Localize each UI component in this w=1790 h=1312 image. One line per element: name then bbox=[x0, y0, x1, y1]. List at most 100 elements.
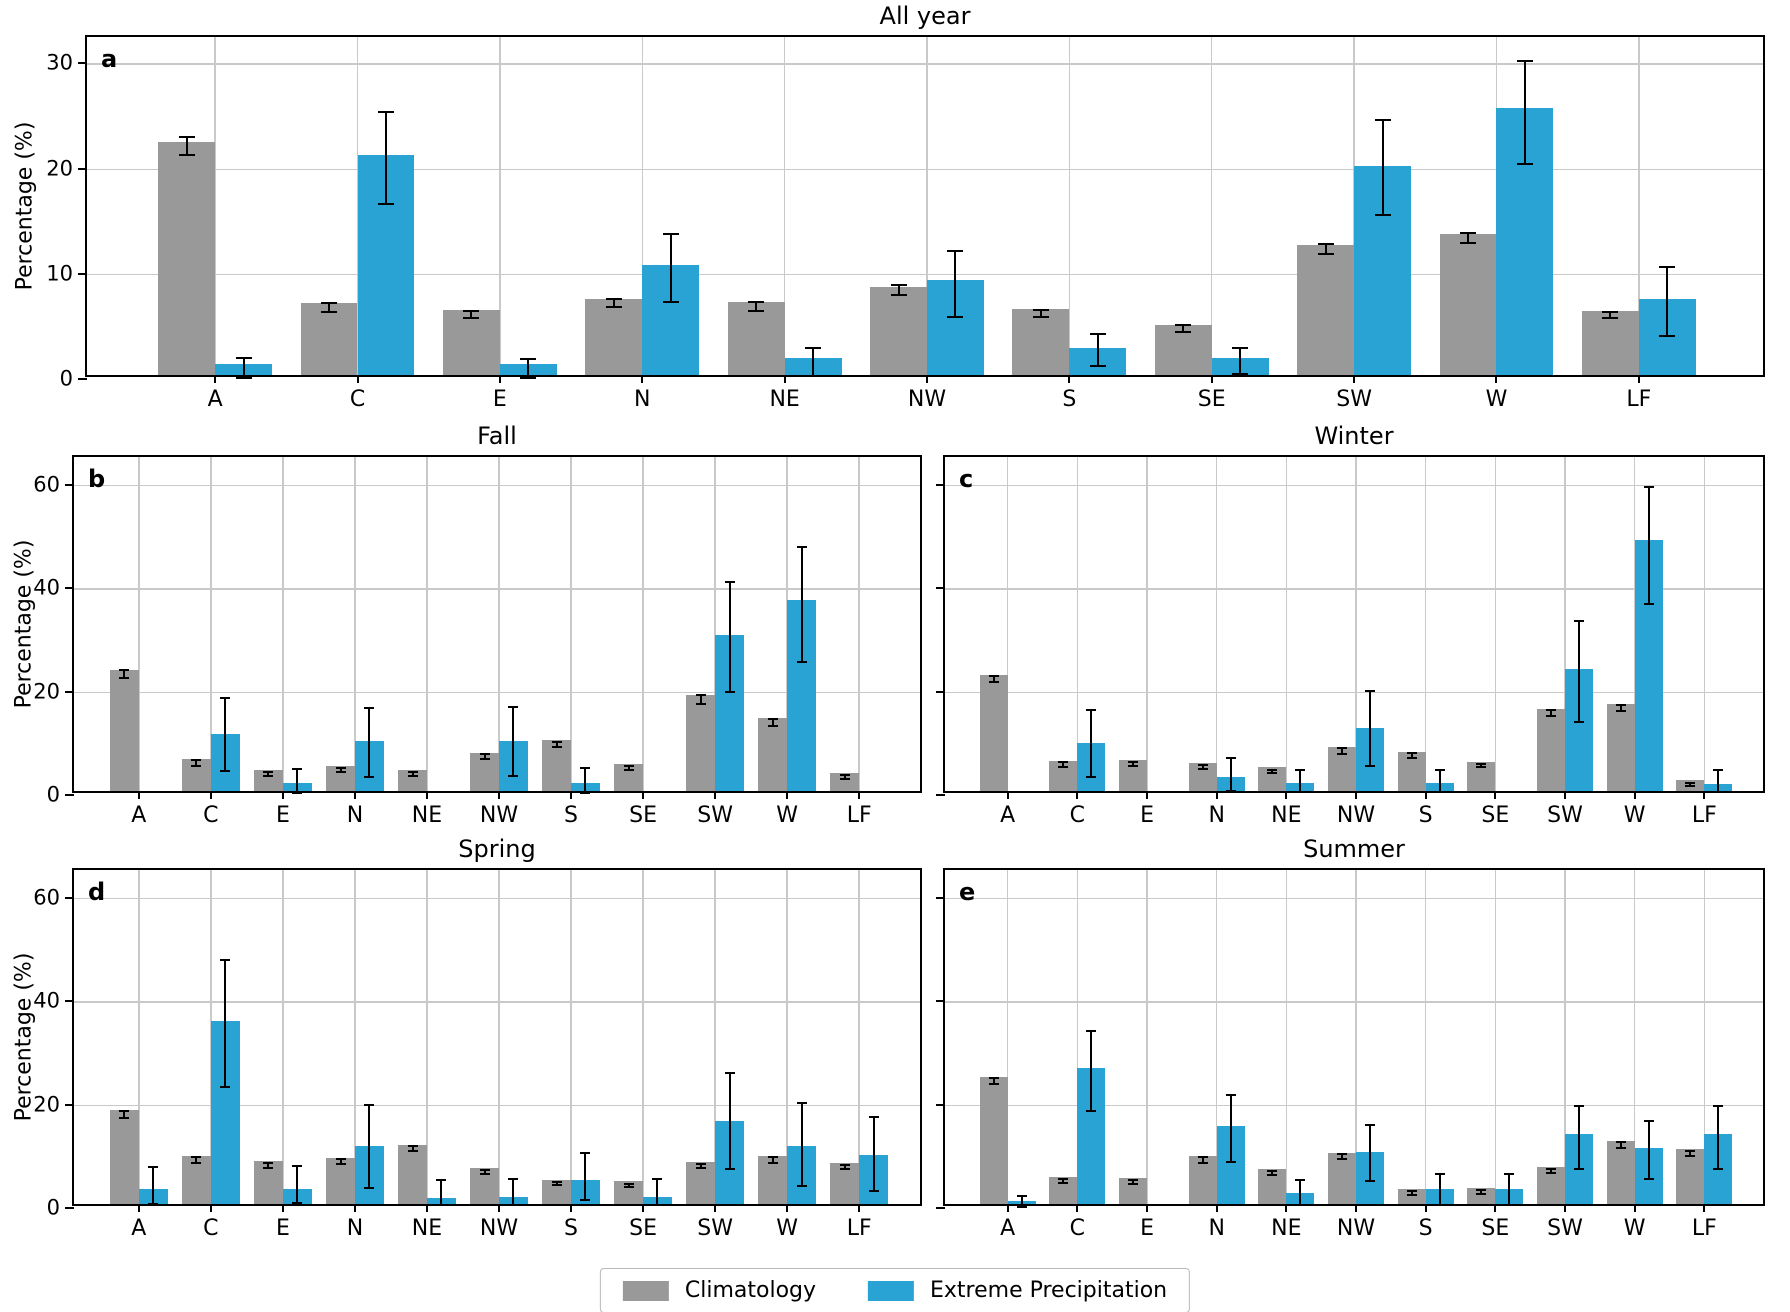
error-bar-cap bbox=[623, 764, 634, 767]
bar-climatology bbox=[1188, 1155, 1217, 1204]
x-tick-mark bbox=[137, 1204, 140, 1212]
x-tick-mark bbox=[1355, 791, 1357, 799]
error-bar-line bbox=[411, 772, 414, 777]
error-bar-line bbox=[1239, 348, 1242, 374]
gridline-horizontal bbox=[87, 273, 1763, 276]
error-bar-cap bbox=[1086, 1109, 1097, 1112]
error-bar-line bbox=[195, 760, 198, 766]
error-bar-cap bbox=[1406, 757, 1417, 760]
error-bar-cap bbox=[1685, 1149, 1696, 1152]
error-bar-cap bbox=[580, 792, 591, 795]
y-tick-mark bbox=[65, 896, 74, 899]
x-tick-mark bbox=[786, 1204, 789, 1212]
x-tick-label: SW bbox=[1336, 387, 1372, 412]
error-bar-cap bbox=[1175, 330, 1192, 333]
x-tick-label: A bbox=[1000, 1216, 1016, 1241]
error-bar-cap bbox=[479, 1168, 490, 1171]
error-bar-line bbox=[483, 754, 486, 760]
error-bar-line bbox=[152, 1166, 155, 1204]
x-tick-mark bbox=[1633, 1204, 1636, 1212]
bar-climatology bbox=[1258, 767, 1287, 791]
y-tick-label: 40 bbox=[33, 575, 60, 600]
error-bar-cap bbox=[1406, 1193, 1417, 1196]
y-tick-mark bbox=[936, 483, 945, 486]
y-tick-label: 10 bbox=[46, 261, 73, 286]
error-bar-cap bbox=[191, 1156, 202, 1159]
x-tick-label: C bbox=[203, 1216, 219, 1241]
x-tick-label: LF bbox=[1691, 803, 1717, 828]
error-bar-line bbox=[992, 676, 995, 683]
error-bar-cap bbox=[580, 766, 591, 769]
error-bar-cap bbox=[1713, 791, 1724, 794]
x-tick-mark bbox=[1703, 1204, 1706, 1212]
gridline-vertical bbox=[1215, 870, 1218, 1204]
error-bar-cap bbox=[1364, 1180, 1375, 1183]
legend-item-extreme-precipitation: Extreme Precipitation bbox=[868, 1278, 1167, 1303]
error-bar-line bbox=[1577, 621, 1580, 722]
gridline-vertical bbox=[1703, 457, 1706, 791]
bar-climatology bbox=[542, 740, 572, 791]
error-bar-line bbox=[224, 698, 227, 772]
x-tick-mark bbox=[214, 375, 217, 383]
y-tick-label: 20 bbox=[33, 1092, 60, 1117]
gridline-vertical bbox=[1076, 457, 1079, 791]
error-bar-cap bbox=[1374, 213, 1391, 216]
x-tick-mark bbox=[1494, 1204, 1497, 1212]
x-tick-label: S bbox=[564, 1216, 579, 1241]
error-bar-line bbox=[483, 1169, 486, 1174]
error-bar-cap bbox=[551, 745, 562, 748]
error-bar-cap bbox=[1032, 315, 1049, 318]
error-bar-line bbox=[1368, 1125, 1371, 1182]
x-tick-mark bbox=[641, 375, 644, 383]
gridline-vertical bbox=[1494, 870, 1497, 1204]
bar-climatology bbox=[1581, 310, 1639, 375]
error-bar-cap bbox=[377, 110, 394, 113]
gridline-vertical bbox=[714, 870, 716, 1204]
gridline-horizontal bbox=[74, 484, 920, 487]
error-bar-cap bbox=[623, 1182, 634, 1185]
error-bar-cap bbox=[463, 316, 480, 319]
error-bar-line bbox=[1647, 1121, 1650, 1179]
panel-letter-b: b bbox=[88, 465, 106, 493]
gridline-vertical bbox=[498, 457, 500, 791]
error-bar-cap bbox=[1546, 1167, 1557, 1170]
error-bar-cap bbox=[839, 1164, 850, 1167]
error-bar-cap bbox=[1516, 60, 1533, 63]
error-bar-line bbox=[267, 772, 270, 777]
error-bar-cap bbox=[1364, 1124, 1375, 1127]
error-bar-cap bbox=[335, 1163, 346, 1166]
error-bar-cap bbox=[1016, 1206, 1027, 1209]
error-bar-cap bbox=[335, 771, 346, 774]
gridline-horizontal bbox=[74, 1001, 920, 1003]
error-bar-line bbox=[1271, 769, 1274, 773]
error-bar-line bbox=[771, 718, 774, 726]
error-bar-cap bbox=[1685, 781, 1696, 784]
error-bar-cap bbox=[1089, 332, 1106, 335]
x-tick-label: SE bbox=[1481, 803, 1510, 828]
error-bar-cap bbox=[1128, 1179, 1139, 1182]
x-tick-mark bbox=[1076, 1204, 1079, 1212]
y-tick-mark bbox=[65, 1207, 74, 1209]
x-tick-mark bbox=[1285, 1204, 1288, 1212]
gridline-vertical bbox=[210, 457, 212, 791]
x-tick-mark bbox=[425, 791, 428, 799]
bar-climatology bbox=[727, 302, 785, 375]
x-tick-label: W bbox=[776, 803, 799, 828]
x-tick-label: A bbox=[207, 387, 223, 412]
error-bar-cap bbox=[1516, 163, 1533, 166]
error-bar-cap bbox=[1659, 334, 1676, 337]
x-tick-label: E bbox=[1140, 1216, 1154, 1241]
x-tick-label: N bbox=[634, 387, 651, 412]
x-tick-mark bbox=[1703, 791, 1706, 799]
error-bar-line bbox=[1368, 691, 1371, 767]
x-tick-label: NW bbox=[1336, 803, 1376, 828]
legend: Climatology Extreme Precipitation bbox=[599, 1268, 1191, 1312]
error-bar-cap bbox=[1573, 720, 1584, 723]
error-bar-cap bbox=[220, 958, 231, 961]
error-bar-cap bbox=[520, 376, 537, 379]
error-bar-cap bbox=[1267, 768, 1278, 771]
bar-climatology bbox=[585, 299, 643, 375]
gridline-horizontal bbox=[945, 1001, 1763, 1003]
y-tick-mark bbox=[936, 587, 945, 590]
error-bar-line bbox=[699, 1164, 702, 1169]
